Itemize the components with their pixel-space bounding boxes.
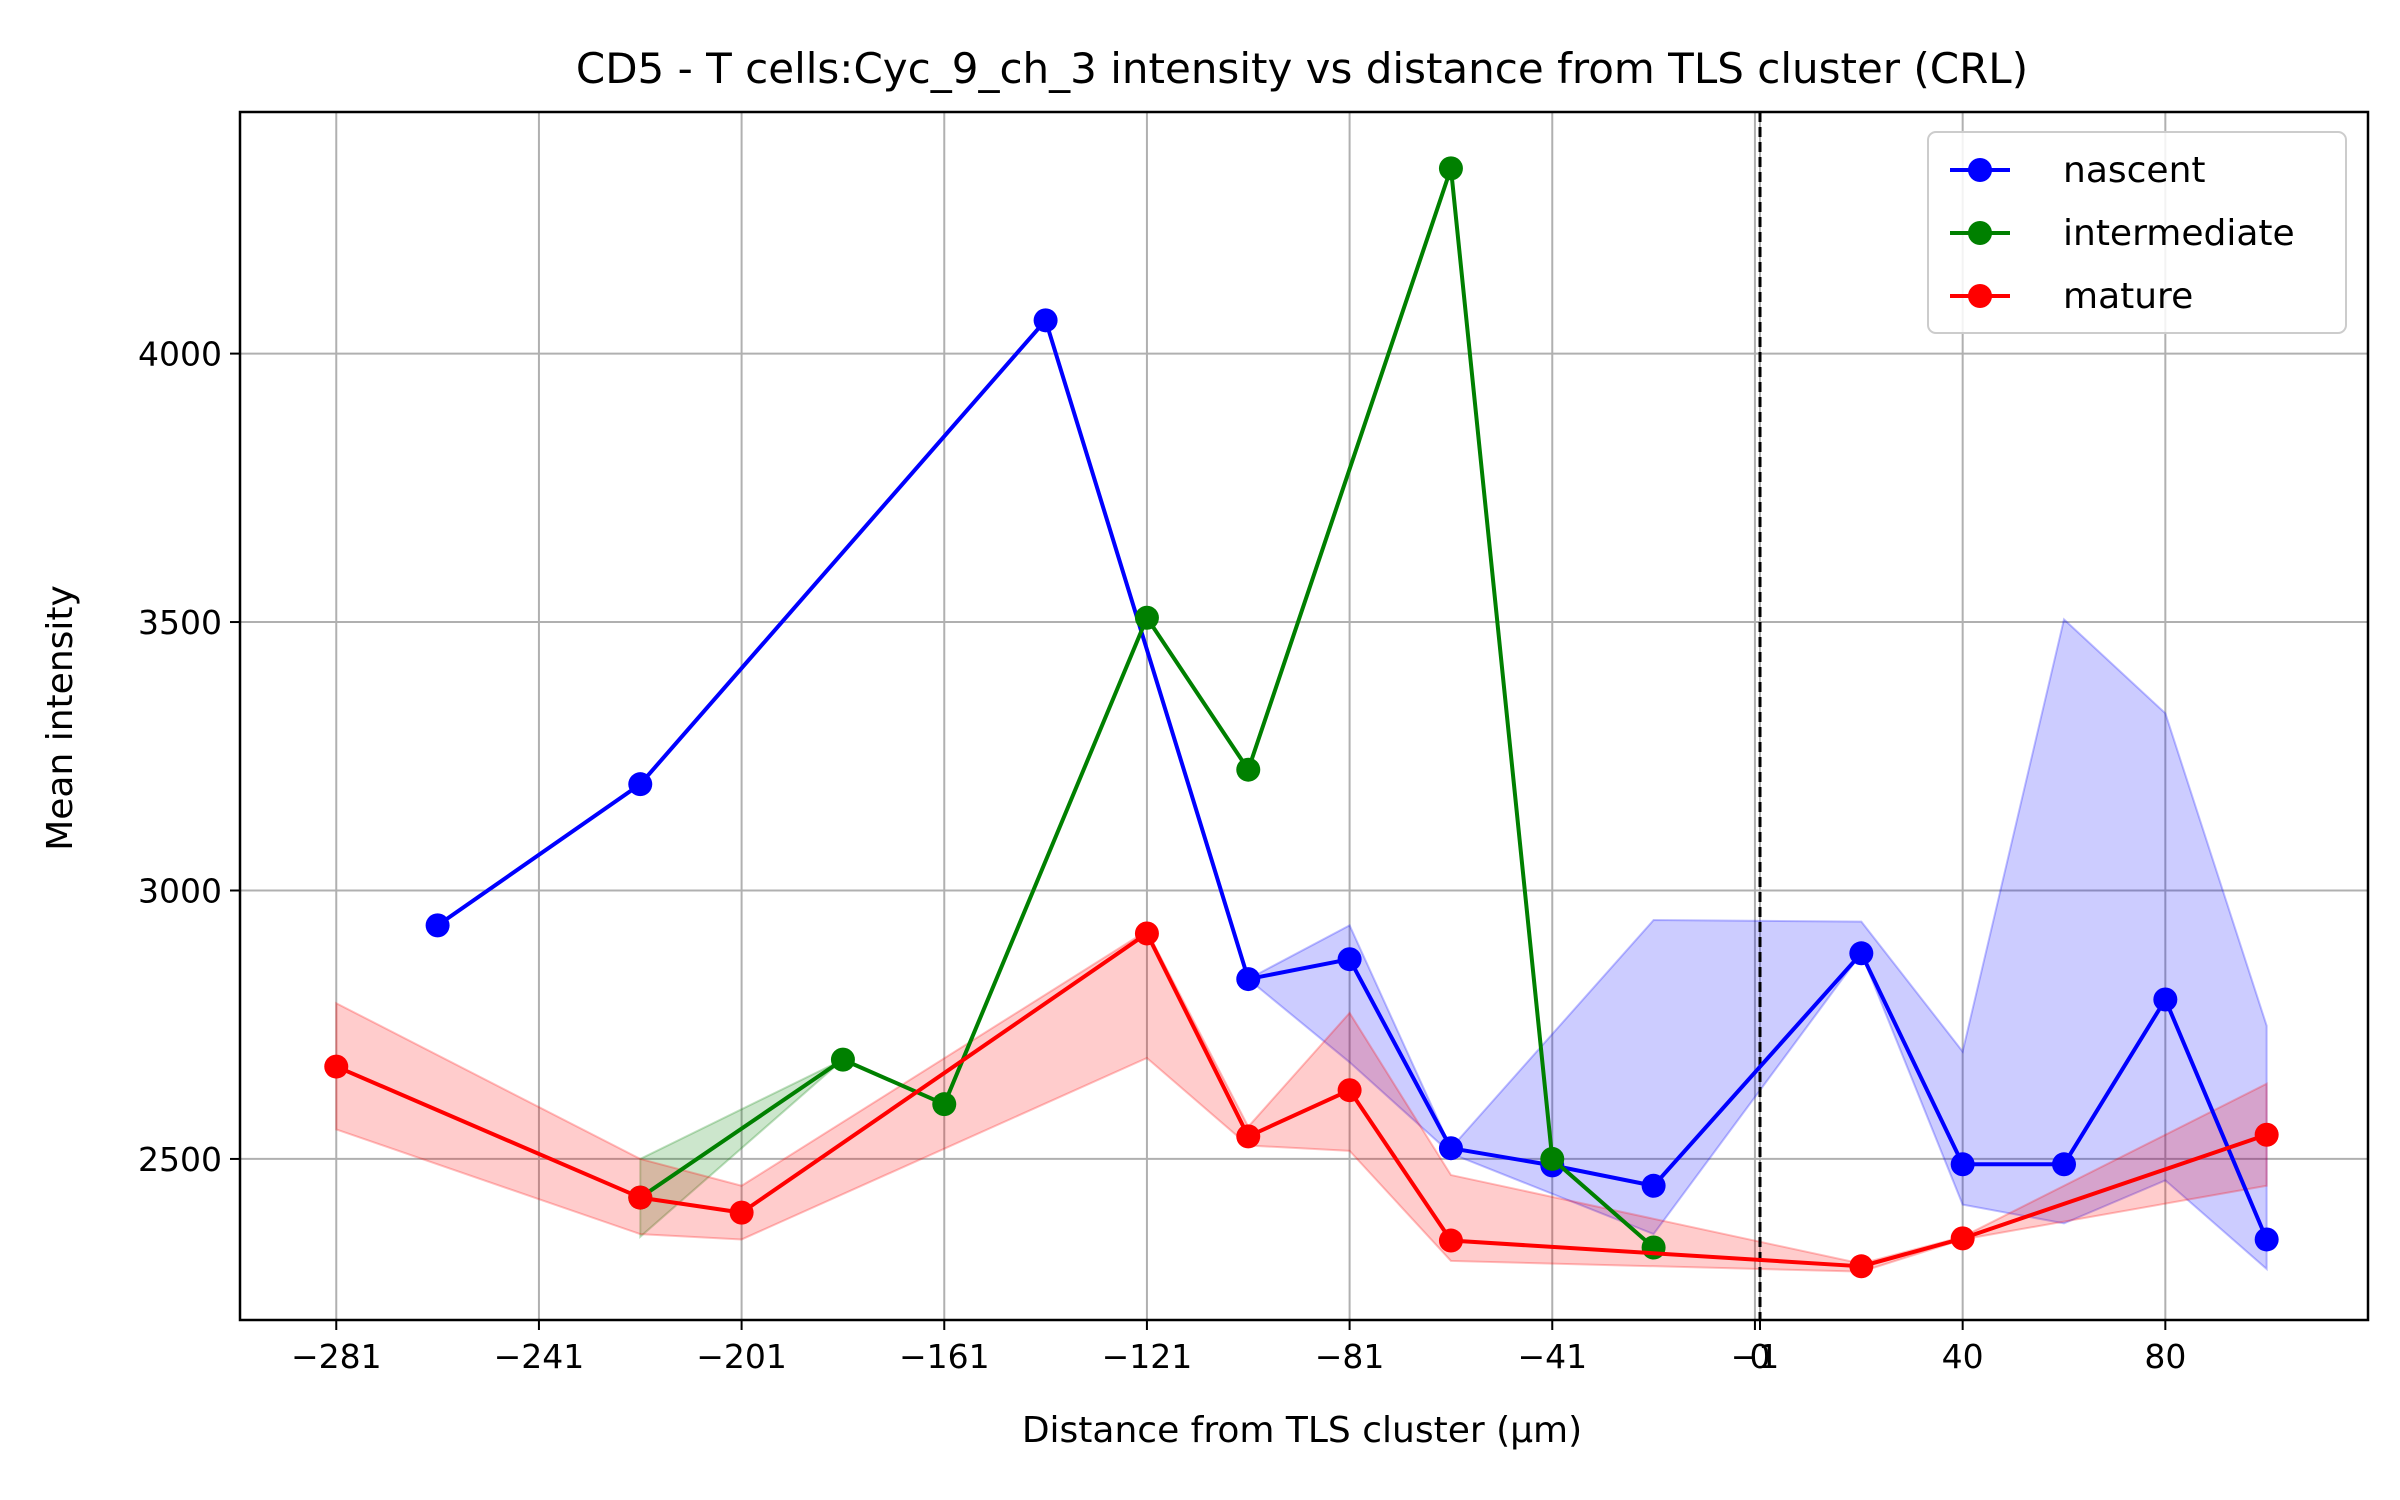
data-point-mature <box>324 1054 349 1079</box>
data-point-intermediate <box>1236 757 1261 782</box>
data-point-mature <box>1438 1228 1463 1253</box>
data-point-intermediate <box>1134 605 1159 630</box>
data-point-mature <box>1849 1254 1874 1279</box>
data-point-nascent <box>1236 967 1261 992</box>
legend-box <box>1927 131 2347 334</box>
confidence-bands <box>335 617 2268 1273</box>
legend-label-mature: mature <box>2063 276 2193 317</box>
data-point-intermediate <box>1641 1235 1666 1260</box>
plot-frame <box>238 110 2370 1322</box>
data-point-nascent <box>1849 941 1874 966</box>
x-tick-label: −241 <box>494 1337 585 1376</box>
legend: nascent intermediate mature <box>1927 131 2347 334</box>
series-line-intermediate <box>639 166 1655 1250</box>
data-point-intermediate <box>932 1092 957 1117</box>
y-tick-label: 4000 <box>138 335 222 374</box>
data-point-mature <box>1236 1124 1261 1149</box>
data-point-mature <box>1134 921 1159 946</box>
data-point-mature <box>1337 1078 1362 1103</box>
data-point-mature <box>628 1185 653 1210</box>
data-point-nascent <box>425 913 450 938</box>
x-tick-label: −41 <box>1517 1337 1587 1376</box>
data-point-mature <box>1950 1226 1975 1251</box>
x-tick-label: 40 <box>1942 1337 1984 1376</box>
x-tick-label: −161 <box>899 1337 990 1376</box>
data-point-mature <box>2254 1122 2279 1147</box>
data-point-intermediate <box>1540 1146 1565 1171</box>
data-point-nascent <box>1337 947 1362 972</box>
data-point-nascent <box>2254 1227 2279 1252</box>
chart-title: CD5 - T cells:Cyc_9_ch_3 intensity vs di… <box>576 44 2028 93</box>
x-tick-label: −201 <box>696 1337 787 1376</box>
y-tick-label: 3000 <box>138 871 222 910</box>
x-tick-label: −281 <box>291 1337 382 1376</box>
legend-marker-mature <box>1968 284 1992 308</box>
band-nascent <box>1246 617 2268 1272</box>
data-point-nascent <box>2153 987 2178 1012</box>
legend-label-nascent: nascent <box>2063 150 2206 191</box>
y-axis-label: Mean intensity <box>40 585 81 851</box>
legend-marker-nascent <box>1968 158 1992 182</box>
data-point-nascent <box>1438 1136 1463 1161</box>
series-line-mature <box>335 931 2268 1269</box>
y-tick-label: 2500 <box>138 1140 222 1179</box>
y-tick-label: 3500 <box>138 603 222 642</box>
x-tick-label: 80 <box>2144 1337 2186 1376</box>
axes: −281 −241 −201 −161 −121 −81 −41 −10 40 80 2500 300… <box>138 110 2370 1376</box>
data-point-nascent <box>1033 308 1058 333</box>
data-point-nascent <box>1641 1173 1666 1198</box>
band-mature <box>335 929 2268 1273</box>
x-tick-label: 0 <box>1750 1337 1771 1376</box>
x-tick-label: −121 <box>1102 1337 1193 1376</box>
data-point-nascent <box>2052 1152 2076 1177</box>
data-point-mature <box>729 1200 754 1225</box>
x-axis-label: Distance from TLS cluster (μm) <box>1022 1410 1582 1451</box>
x-tick-label: −81 <box>1315 1337 1385 1376</box>
data-point-nascent <box>628 772 653 797</box>
data-point-intermediate <box>830 1047 855 1072</box>
legend-marker-intermediate <box>1968 221 1992 245</box>
x-tick-label: −1 <box>1731 1337 1780 1376</box>
data-point-intermediate <box>1438 156 1463 181</box>
series-lines <box>324 156 2279 1279</box>
legend-label-intermediate: intermediate <box>2063 213 2295 254</box>
data-point-nascent <box>1950 1152 1975 1177</box>
